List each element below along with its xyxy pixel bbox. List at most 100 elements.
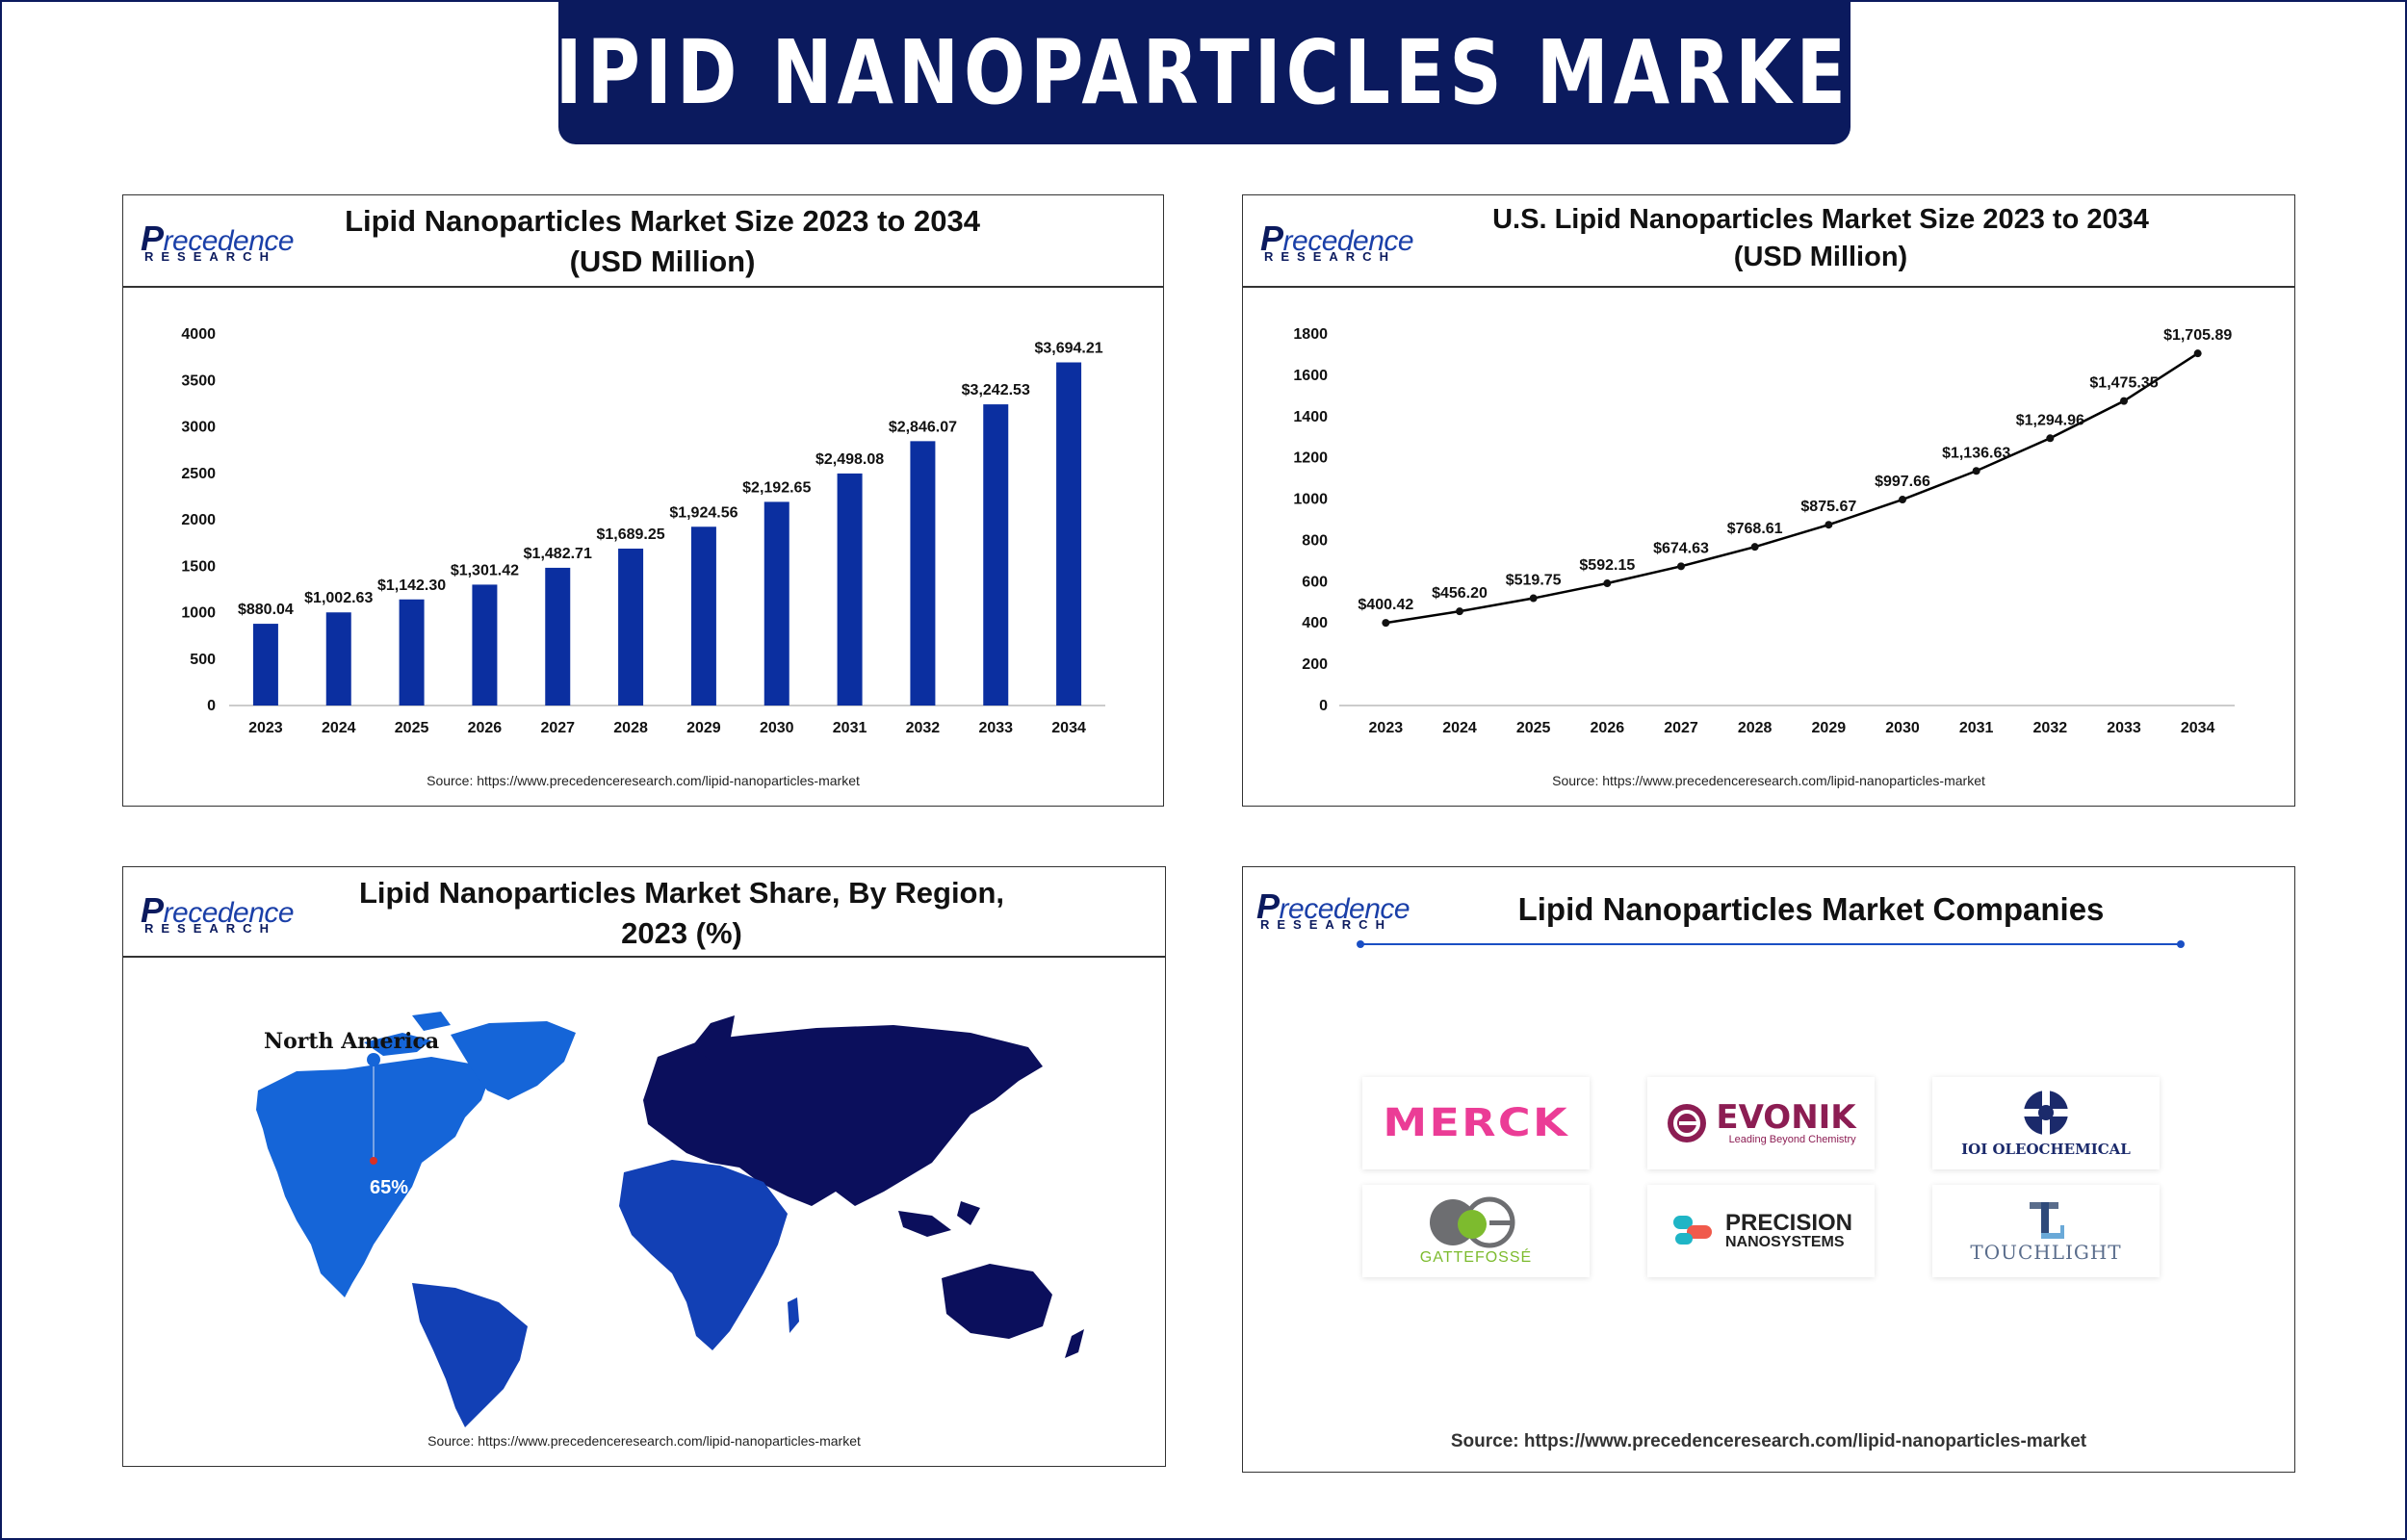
data-point <box>1529 594 1538 603</box>
y-tick-label: 3500 <box>181 372 216 389</box>
x-tick-label: 2033 <box>2107 720 2141 736</box>
data-label: $519.75 <box>1506 573 1562 589</box>
data-label: $1,002.63 <box>304 590 373 606</box>
panel-title: Lipid Nanoparticles Market Size 2023 to … <box>345 204 980 278</box>
x-tick-label: 2024 <box>1442 720 1477 736</box>
x-tick-label: 2031 <box>1959 720 1994 736</box>
data-label: $1,705.89 <box>2163 327 2232 344</box>
x-tick-label: 2030 <box>1885 720 1920 736</box>
y-tick-label: 200 <box>1302 656 1328 673</box>
precedence-logo: Precedence RESEARCH <box>141 218 295 264</box>
x-tick-label: 2029 <box>1812 720 1847 736</box>
line-chart: 0 200 400 600 800 1000 1200 1400 1600 1800 $400.42… <box>1293 326 2235 736</box>
y-tick-label: 1600 <box>1293 368 1328 384</box>
panel-companies: Precedence RESEARCH Lipid Nanoparticles … <box>1242 866 2295 1473</box>
x-tick-label: 2033 <box>978 720 1013 736</box>
data-point <box>1750 543 1759 552</box>
precision-logo: PRECISION <box>1724 1210 1853 1236</box>
world-map <box>256 1012 1084 1427</box>
panel-us-market-size: Precedence RESEARCH U.S. Lipid Nanoparti… <box>1242 194 2295 807</box>
x-tick-label: 2031 <box>833 720 867 736</box>
ioi-icon <box>2024 1091 2068 1135</box>
data-label: $1,301.42 <box>451 562 519 578</box>
data-label: $1,482.71 <box>524 546 592 562</box>
precedence-logo: Precedence RESEARCH <box>141 890 295 936</box>
y-tick-label: 1500 <box>181 558 216 575</box>
bar <box>764 501 789 706</box>
data-label: $456.20 <box>1432 585 1488 602</box>
precedence-logo: Precedence RESEARCH <box>1260 218 1414 264</box>
data-label: $2,498.08 <box>815 451 884 468</box>
precision-icon <box>1672 1216 1712 1245</box>
panel-header: Precedence RESEARCH U.S. Lipid Nanoparti… <box>1243 195 2294 288</box>
company-touchlight: TOUCHLIGHT <box>1932 1185 2160 1277</box>
evonik-icon <box>1668 1104 1707 1142</box>
africa-shape <box>619 1160 788 1350</box>
x-tick-label: 2032 <box>906 720 941 736</box>
greenland-shape <box>451 1021 576 1100</box>
y-tick-label: 800 <box>1302 532 1328 549</box>
arctic-islands-shape <box>364 1012 451 1056</box>
x-tick-label: 2028 <box>613 720 648 736</box>
source-text: Source: https://www.precedenceresearch.c… <box>427 1433 861 1449</box>
eurasia-shape <box>643 1025 1043 1206</box>
evonik-logo: EVONIK <box>1716 1098 1856 1137</box>
data-point <box>2046 434 2055 443</box>
main-banner: LIPID NANOPARTICLES MARKET <box>505 0 1900 144</box>
data-label: $592.15 <box>1579 557 1635 574</box>
bar <box>545 567 571 706</box>
data-label: $880.04 <box>238 602 294 618</box>
data-point <box>1825 521 1833 529</box>
company-evonik: EVONIK Leading Beyond Chemistry <box>1647 1077 1875 1169</box>
touchlight-icon <box>2030 1202 2064 1239</box>
ioi-logo: IOI OLEOCHEMICAL <box>1961 1141 2131 1158</box>
data-point <box>2193 349 2202 358</box>
source-text: Source: https://www.precedenceresearch.c… <box>1552 773 1985 788</box>
y-tick-label: 1400 <box>1293 409 1328 425</box>
bar <box>325 612 351 706</box>
x-tick-label: 2026 <box>1591 720 1625 736</box>
x-tick-label: 2025 <box>395 720 429 736</box>
y-tick-label: 4000 <box>181 326 216 343</box>
bar <box>910 441 936 706</box>
company-gattefosse: GATTEFOSSÉ <box>1362 1185 1590 1277</box>
data-point <box>1603 579 1612 588</box>
data-label: $400.42 <box>1358 597 1413 613</box>
region-value: 65% <box>370 1177 409 1198</box>
x-tick-label: 2027 <box>540 720 575 736</box>
bar <box>399 599 425 706</box>
data-label: $1,136.63 <box>1942 445 2010 461</box>
new-zealand-shape <box>1065 1329 1084 1358</box>
data-label: $875.67 <box>1800 499 1856 515</box>
data-label: $674.63 <box>1653 540 1709 556</box>
bar <box>983 404 1009 706</box>
bar <box>1056 362 1082 706</box>
panel-title: U.S. Lipid Nanoparticles Market Size 202… <box>1492 204 2149 273</box>
company-merck: MERCK <box>1362 1077 1590 1169</box>
y-tick-label: 1000 <box>1293 492 1328 508</box>
x-tick-label: 2032 <box>2033 720 2068 736</box>
gattefosse-icon <box>1430 1196 1515 1248</box>
precision-logo-line2: NANOSYSTEMS <box>1724 1234 1845 1250</box>
bar <box>472 584 498 706</box>
gattefosse-logo: GATTEFOSSÉ <box>1419 1249 1533 1266</box>
y-tick-label: 1000 <box>181 605 216 622</box>
y-tick-label: 1200 <box>1293 450 1328 467</box>
x-tick-label: 2024 <box>322 720 356 736</box>
x-tick-label: 2023 <box>1369 720 1404 736</box>
north-america-shape <box>256 1057 489 1297</box>
y-tick-label: 0 <box>207 698 216 714</box>
panel-header: Precedence RESEARCH Lipid Nanoparticles … <box>123 867 1165 958</box>
south-america-shape <box>412 1283 528 1427</box>
y-tick-label: 600 <box>1302 574 1328 590</box>
data-point <box>1972 467 1980 475</box>
x-tick-label: 2028 <box>1738 720 1773 736</box>
evonik-tagline: Leading Beyond Chemistry <box>1728 1134 1856 1145</box>
data-point <box>1899 496 1906 504</box>
x-tick-label: 2034 <box>2181 720 2215 736</box>
bar <box>618 548 644 706</box>
asia-islands-shape <box>898 1201 980 1237</box>
north-america-marker <box>367 1053 380 1066</box>
panel-title: Lipid Nanoparticles Market Share, By Reg… <box>358 876 1005 950</box>
bar <box>252 624 278 706</box>
